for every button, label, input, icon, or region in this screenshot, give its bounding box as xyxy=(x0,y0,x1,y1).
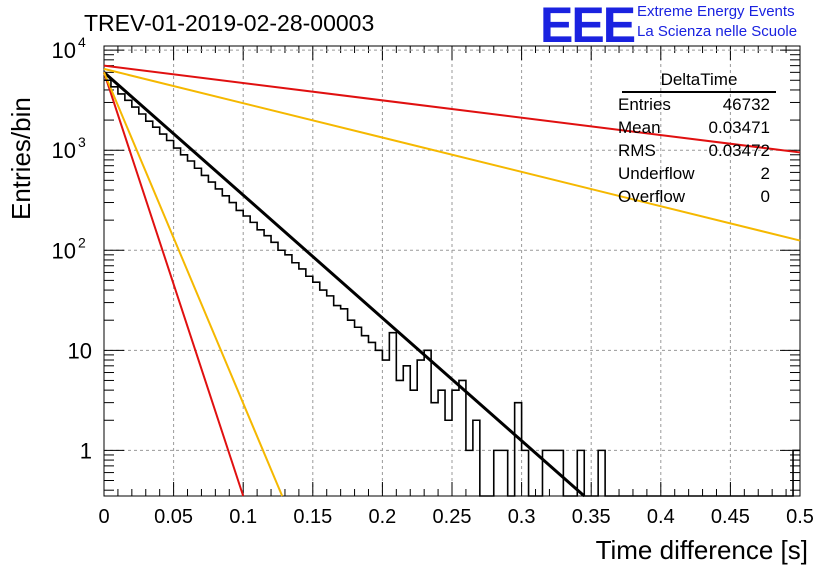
y-tick-label: 10 xyxy=(52,38,76,63)
eee-logo: EEE xyxy=(540,0,636,53)
stats-value: 0 xyxy=(760,187,770,206)
fit-curve xyxy=(103,71,284,497)
y-axis-label: Entries/bin xyxy=(6,97,36,220)
x-tick-label: 0.4 xyxy=(647,506,675,528)
y-tick-exponent: 2 xyxy=(78,234,86,250)
stats-title: DeltaTime xyxy=(622,69,776,93)
x-tick-label: 0.1 xyxy=(229,506,257,528)
stats-label: RMS xyxy=(618,141,656,160)
fit-curve xyxy=(103,67,801,242)
stats-label: Underflow xyxy=(618,164,695,183)
chart-title: TREV-01-2019-02-28-00003 xyxy=(84,10,375,36)
logo-caption: Extreme Energy Events La Scienza nelle S… xyxy=(637,2,797,42)
y-tick-label: 10 xyxy=(52,238,76,263)
x-tick-label: 0.45 xyxy=(711,506,750,528)
x-tick-label: 0.3 xyxy=(508,506,536,528)
x-tick-label: 0.25 xyxy=(433,506,472,528)
y-tick-label: 1 xyxy=(80,438,92,463)
fit-curve xyxy=(103,71,586,498)
stats-value: 46732 xyxy=(722,95,770,114)
stats-label: Mean xyxy=(618,118,661,137)
logo-line-2: La Scienza nelle Scuole xyxy=(637,23,798,40)
stats-value: 0.03471 xyxy=(708,118,770,137)
stats-row-underflow: Underflow 2 xyxy=(612,162,782,185)
stats-value: 0.03472 xyxy=(708,141,770,160)
stats-value: 2 xyxy=(760,164,770,183)
y-tick-label: 10 xyxy=(68,338,92,363)
fit-curve xyxy=(103,64,801,154)
stats-row-entries: Entries 46732 xyxy=(612,93,782,116)
y-tick-exponent: 4 xyxy=(78,34,86,50)
x-tick-label: 0.2 xyxy=(368,506,396,528)
x-tick-label: 0 xyxy=(98,506,109,528)
stats-row-mean: Mean 0.03471 xyxy=(612,116,782,139)
x-tick-label: 0.35 xyxy=(572,506,611,528)
stats-label: Entries xyxy=(618,95,671,114)
stats-row-overflow: Overflow 0 xyxy=(612,185,782,208)
y-tick-label: 10 xyxy=(52,138,76,163)
x-axis-label: Time difference [s] xyxy=(595,535,808,565)
y-tick-exponent: 3 xyxy=(78,134,86,150)
fit-curve xyxy=(103,72,245,497)
logo-line-1: Extreme Energy Events xyxy=(637,3,795,20)
stats-row-rms: RMS 0.03472 xyxy=(612,139,782,162)
histogram-line xyxy=(104,79,800,497)
stats-box: DeltaTime Entries 46732 Mean 0.03471 RMS… xyxy=(612,69,782,208)
stats-label: Overflow xyxy=(618,187,686,206)
x-tick-label: 0.15 xyxy=(293,506,332,528)
x-tick-label: 0.05 xyxy=(154,506,193,528)
x-tick-label: 0.5 xyxy=(786,506,814,528)
